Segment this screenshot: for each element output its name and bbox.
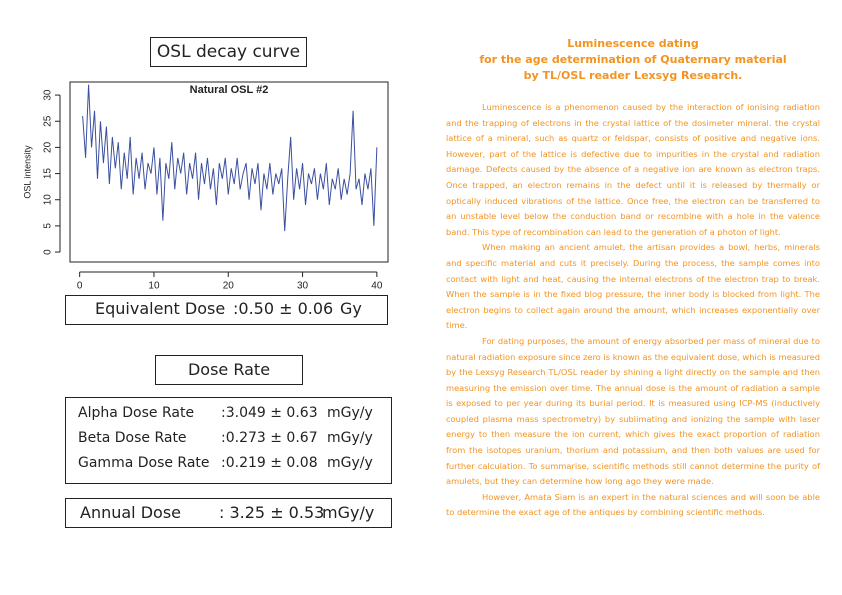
- dose-rates-box: [65, 397, 392, 484]
- rate-value: :3.049 ± 0.63: [221, 405, 318, 421]
- annual-dose-box: [65, 498, 392, 528]
- title-line: by TL/OSL reader Lexsyg Research.: [523, 69, 743, 82]
- x-tick-label: 0: [77, 281, 83, 290]
- annual-dose-label: Annual Dose: [80, 503, 181, 522]
- chart-title: Natural OSL #2: [190, 84, 269, 96]
- rate-label: Gamma Dose Rate: [78, 455, 210, 471]
- paragraph: Luminescence is a phenomenon caused by t…: [446, 102, 820, 237]
- y-tick-label: 5: [43, 223, 54, 229]
- rate-unit: mGy/y: [327, 455, 373, 471]
- y-tick-label: 15: [43, 168, 54, 180]
- x-tick-label: 40: [371, 281, 383, 290]
- y-tick-label: 25: [43, 115, 54, 127]
- y-tick-label: 20: [43, 141, 54, 153]
- y-tick-label: 10: [43, 194, 54, 206]
- panel-title-box: [150, 37, 307, 67]
- paragraph: When making an ancient amulet, the artis…: [446, 242, 820, 331]
- dose-rate-title: Dose Rate: [187, 360, 271, 379]
- rate-label: Alpha Dose Rate: [78, 405, 195, 421]
- paragraph: However, Amata Siam is an expert in the …: [446, 491, 820, 518]
- article-body: Luminescence is a phenomenon caused by t…: [446, 100, 820, 521]
- title-line: Luminescence dating: [567, 37, 699, 50]
- annual-dose-value: : 3.25 ± 0.53: [219, 503, 325, 522]
- equivalent-dose-value: :0.50 ± 0.06: [233, 299, 334, 318]
- plot-frame: [69, 81, 389, 263]
- article-title: Luminescence dating for the age determin…: [446, 36, 820, 84]
- rate-value: :0.273 ± 0.67: [221, 430, 318, 446]
- panel-title: OSL decay curve: [156, 42, 301, 62]
- y-tick-label: 30: [43, 89, 54, 101]
- x-tick-label: 10: [148, 281, 160, 290]
- x-tick-label: 30: [297, 281, 309, 290]
- dose-rate-title-box: [155, 355, 303, 385]
- x-tick-label: 20: [223, 281, 235, 290]
- data-line: [82, 84, 378, 232]
- rate-unit: mGy/y: [327, 430, 373, 446]
- paragraph: For dating purposes, the amount of energ…: [446, 335, 820, 487]
- equivalent-dose-label: Equivalent Dose: [95, 299, 226, 318]
- rate-unit: mGy/y: [327, 405, 373, 421]
- rate-label: Beta Dose Rate: [78, 430, 187, 446]
- annual-dose-unit: mGy/y: [322, 503, 375, 522]
- chart: Natural OSL #2 OSL intensity 0 5 10 15 20 25 3…: [22, 81, 389, 290]
- rate-value: :0.219 ± 0.08: [221, 455, 318, 471]
- equivalent-dose-box: [65, 295, 388, 325]
- title-line: for the age determination of Quaternary …: [479, 53, 787, 66]
- equivalent-dose-unit: Gy: [340, 299, 362, 318]
- y-axis-label: OSL intensity: [22, 145, 32, 199]
- y-tick-label: 0: [43, 249, 54, 255]
